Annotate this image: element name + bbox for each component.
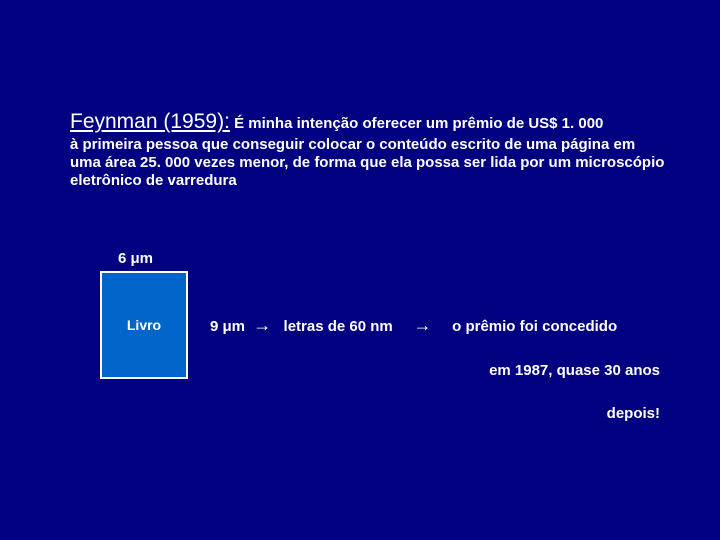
book-rectangle: Livro xyxy=(100,271,188,379)
side-dimension: 9 μm xyxy=(210,318,245,335)
main-content: Feynman (1959): É minha intenção oferece… xyxy=(70,110,670,190)
prize-text: o prêmio foi concedido xyxy=(452,318,617,335)
result-line-2: em 1987, quase 30 anos xyxy=(210,362,680,379)
result-line-1: 9 μm → letras de 60 nm → o prêmio foi co… xyxy=(210,315,680,336)
heading-main: Feynman (1959): xyxy=(70,110,230,133)
right-side-text: 9 μm → letras de 60 nm → o prêmio foi co… xyxy=(210,315,680,422)
body-text: à primeira pessoa que conseguir colocar … xyxy=(70,136,670,190)
top-dimension-label: 6 μm xyxy=(118,250,188,267)
letters-text: letras de 60 nm xyxy=(284,318,393,335)
heading-line: Feynman (1959): É minha intenção oferece… xyxy=(70,110,670,134)
diagram-area: 6 μm Livro xyxy=(100,250,188,379)
arrow-icon: → xyxy=(409,315,435,336)
arrow-icon: → xyxy=(249,315,275,336)
result-line-3: depois! xyxy=(210,405,680,422)
book-label: Livro xyxy=(127,317,161,333)
heading-rest: É minha intenção oferecer um prêmio de U… xyxy=(230,115,603,132)
